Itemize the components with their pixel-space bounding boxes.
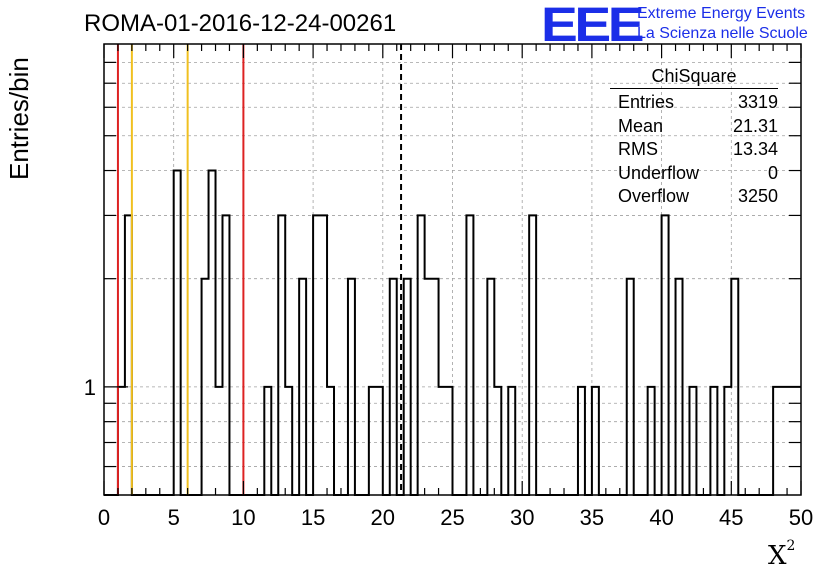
histogram-bar (731, 279, 738, 495)
stats-label: Mean (618, 115, 664, 136)
histogram-bar (494, 387, 501, 495)
stats-row-overflow: Overflow 3250 (610, 185, 778, 209)
histogram-bar (404, 279, 411, 495)
histogram-bar (592, 387, 599, 495)
histogram-bar (222, 215, 229, 495)
stats-row-rms: RMS 13.34 (610, 138, 778, 162)
histogram-bar (313, 215, 320, 495)
x-tick-label: 15 (301, 505, 325, 530)
stats-label: RMS (618, 139, 658, 159)
stats-value: 0 (767, 162, 778, 183)
histogram-bar (446, 387, 453, 495)
histogram-bar (466, 215, 473, 495)
x-tick-label: 20 (371, 505, 395, 530)
histogram-bar (125, 215, 132, 495)
stats-row-mean: Mean 21.31 (610, 115, 778, 139)
stats-box: ChiSquare Entries 3319 Mean 21.31 RMS 13.34… (610, 64, 778, 209)
x-tick-label: 40 (649, 505, 673, 530)
histogram-bar (369, 387, 376, 495)
x-tick-label: 30 (510, 505, 534, 530)
histogram-bar (432, 279, 439, 495)
stats-label: Entries (618, 92, 675, 112)
x-tick-label: 25 (440, 505, 464, 530)
histogram-bar (216, 387, 223, 495)
logo-line-1: Extreme Energy Events (637, 5, 806, 22)
histogram-bar (278, 215, 285, 495)
stats-name: ChiSquare (610, 64, 778, 89)
histogram-bar (348, 279, 355, 495)
histogram-bar (648, 387, 655, 495)
stats-row-entries: Entries 3319 (610, 91, 778, 115)
x-tick-label: 5 (168, 505, 180, 530)
histogram-bar (118, 387, 125, 495)
logo-line-2: La Scienza nelle Scuole (637, 25, 808, 42)
histogram-bar (376, 387, 383, 495)
stats-value: 3250 (737, 186, 778, 206)
histogram-bar (425, 279, 432, 495)
histogram-bar (390, 279, 397, 495)
histogram-bar (780, 387, 787, 495)
stats-value: 13.34 (732, 139, 778, 159)
histogram-bar (710, 387, 717, 495)
histogram-bar (578, 387, 585, 495)
histogram-bar (299, 279, 306, 495)
histogram-bar (689, 387, 696, 495)
histogram-bar (662, 215, 669, 495)
histogram-bar (202, 279, 209, 495)
stats-value: 3319 (737, 92, 778, 112)
y-axis-label: Entries/bin (4, 57, 34, 180)
histogram-bar (174, 171, 181, 495)
histogram-bar (439, 387, 446, 495)
histogram-bar (487, 279, 494, 495)
stats-value: 21.31 (732, 115, 778, 136)
histogram-bar (627, 279, 634, 495)
x-tick-label: 0 (98, 505, 110, 530)
histogram-bar (508, 387, 515, 495)
histogram-bar (209, 171, 216, 495)
histogram-bar (285, 387, 292, 495)
stats-row-underflow: Underflow 0 (610, 162, 778, 186)
histogram-bar (676, 279, 683, 495)
histogram-bar (724, 387, 731, 495)
x-axis-label: X2 (768, 538, 796, 571)
y-tick-label: 1 (84, 375, 96, 400)
histogram-bar (327, 387, 334, 495)
histogram-bar (773, 387, 780, 495)
x-tick-label: 10 (231, 505, 255, 530)
eee-logo: EEE (541, 0, 645, 52)
histogram-bar (320, 215, 327, 495)
x-tick-label: 45 (719, 505, 743, 530)
histogram-bar (264, 387, 271, 495)
x-tick-label: 50 (789, 505, 813, 530)
stats-label: Overflow (618, 186, 690, 206)
x-tick-label: 35 (580, 505, 604, 530)
histogram-bar (529, 215, 536, 495)
stats-label: Underflow (618, 162, 700, 183)
chart-title: ROMA-01-2016-12-24-00261 (84, 10, 397, 37)
histogram-bar (418, 215, 425, 495)
